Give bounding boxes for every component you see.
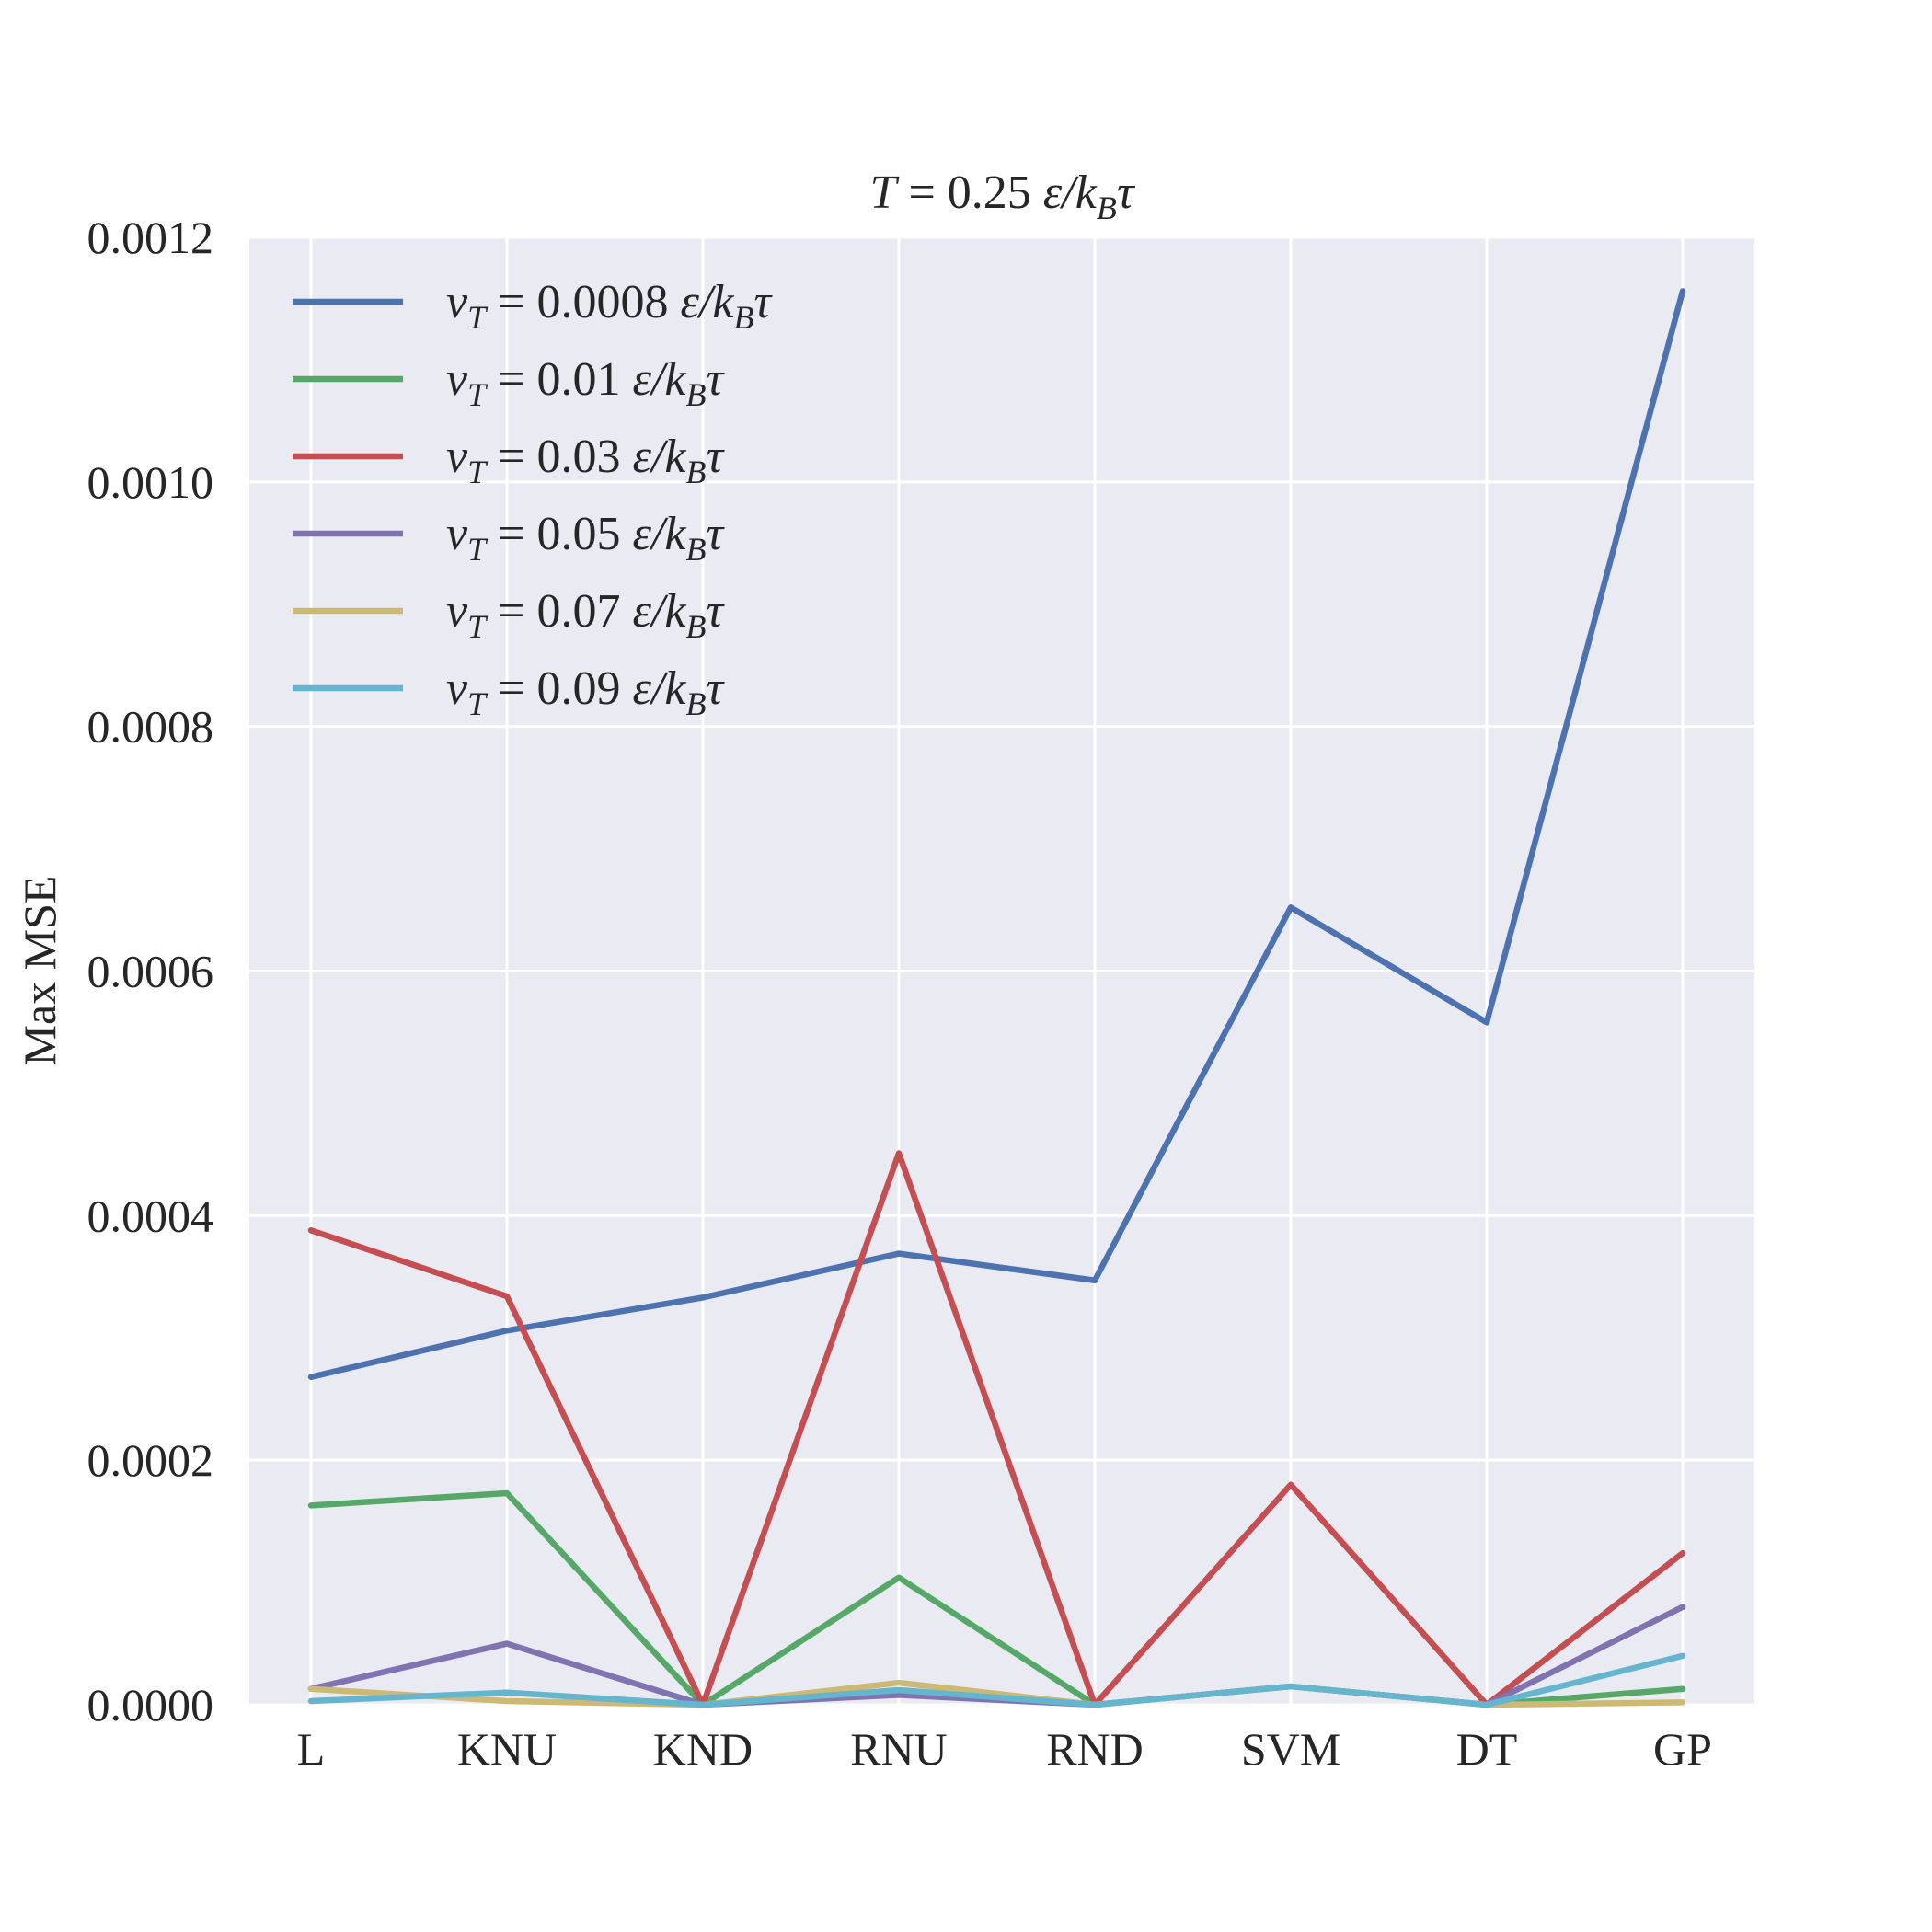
x-tick-label: RND (1046, 1723, 1144, 1775)
x-tick-labels: L KNU KND RNU RND SVM DT GP (297, 1723, 1712, 1775)
y-tick-label: 0.0004 (87, 1190, 214, 1241)
x-tick-label: GP (1653, 1723, 1712, 1775)
legend-label: vT = 0.01 ε/kBτ (446, 353, 725, 413)
y-tick-label: 0.0010 (87, 456, 214, 508)
y-tick-label: 0.0008 (87, 701, 214, 753)
series-line (307, 288, 1686, 1381)
x-tick-label: L (297, 1723, 326, 1775)
y-tick-label: 0.0000 (87, 1679, 214, 1731)
x-tick-label: KND (653, 1723, 753, 1775)
y-tick-label: 0.0006 (87, 946, 214, 997)
legend: vT = 0.0008 ε/kBτ vT = 0.01 ε/kBτ vT = 0.0… (293, 276, 773, 722)
legend-label: vT = 0.0008 ε/kBτ (446, 276, 773, 336)
series-line (307, 1150, 1686, 1708)
x-tick-label: KNU (457, 1723, 557, 1775)
y-tick-label: 0.0002 (87, 1434, 214, 1486)
legend-label: vT = 0.09 ε/kBτ (446, 662, 725, 722)
y-axis-label: Max MSE (14, 876, 65, 1066)
x-tick-label: RNU (850, 1723, 948, 1775)
legend-label: vT = 0.07 ε/kBτ (446, 585, 725, 645)
chart-title: T = 0.25 ε/kBτ (870, 167, 1136, 226)
series-lines (307, 288, 1686, 1708)
series-line (307, 1652, 1686, 1708)
legend-label: vT = 0.03 ε/kBτ (446, 431, 725, 490)
legend-label: vT = 0.05 ε/kBτ (446, 508, 725, 568)
x-tick-label: SVM (1241, 1723, 1340, 1775)
grid (249, 236, 1754, 1707)
x-tick-label: DT (1456, 1723, 1518, 1775)
y-tick-labels: 0.0000 0.0002 0.0004 0.0006 0.0008 0.0010 0.00… (87, 212, 214, 1731)
y-tick-label: 0.0012 (87, 212, 214, 263)
